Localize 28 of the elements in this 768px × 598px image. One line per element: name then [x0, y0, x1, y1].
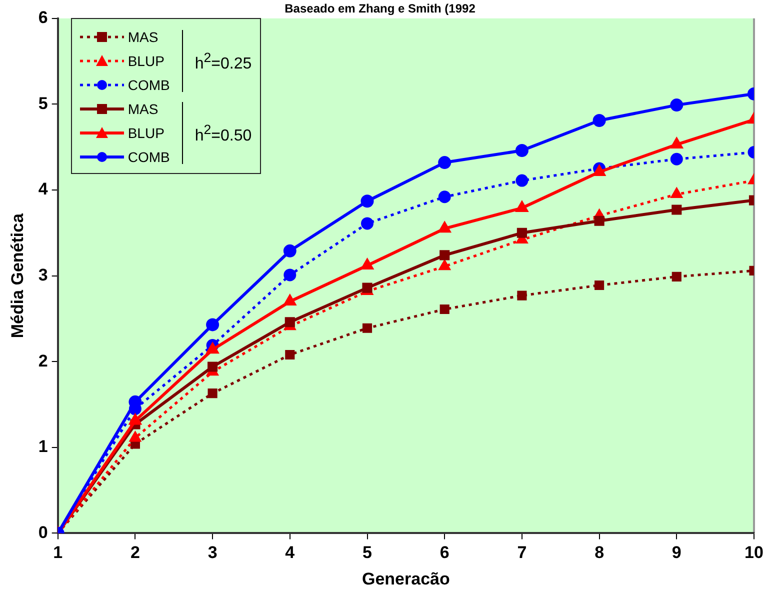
annotation: h$^{2}$=0.25 — [194, 50, 252, 74]
x-tick-label: 4 — [285, 543, 296, 562]
x-tick-label: 7 — [517, 543, 527, 562]
y-tick-label: 0 — [38, 522, 48, 542]
legend-label: COMB — [128, 149, 170, 166]
annotation: h$^{2}$=0.50 — [194, 122, 252, 146]
x-tick-label: 6 — [440, 543, 450, 562]
x-tick-label: 8 — [594, 543, 604, 562]
x-tick-label: 3 — [208, 543, 218, 562]
y-tick-label: 2 — [38, 351, 48, 370]
legend-label: BLUP — [128, 53, 164, 70]
y-axis-title: Média Genética — [8, 212, 27, 338]
legend-label: COMB — [128, 77, 170, 94]
x-axis-title: Generacão — [362, 569, 450, 588]
chart-title: Baseado em Zhang e Smith (1992 — [284, 2, 476, 16]
legend-label: MAS — [128, 101, 158, 118]
y-tick-label: 4 — [38, 180, 48, 199]
x-tick-label: 10 — [744, 543, 764, 562]
legend-label: BLUP — [128, 125, 164, 142]
x-tick-label: 9 — [672, 543, 682, 562]
x-tick-label: 1 — [53, 543, 63, 562]
x-tick-label: 2 — [130, 543, 140, 562]
y-tick-label: 3 — [38, 265, 48, 284]
x-tick-label: 5 — [362, 543, 372, 562]
y-tick-label: 5 — [38, 94, 48, 113]
y-tick-label: 1 — [38, 437, 48, 456]
y-tick-label: 6 — [38, 8, 48, 28]
legend-label: MAS — [128, 29, 158, 46]
